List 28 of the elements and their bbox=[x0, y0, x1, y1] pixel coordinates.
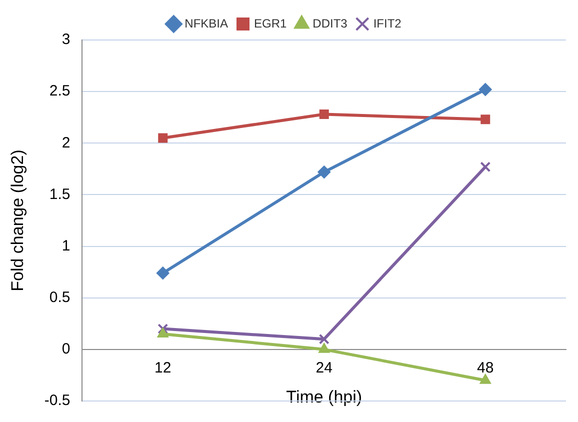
point bbox=[158, 324, 168, 334]
legend-label: DDIT3 bbox=[312, 16, 348, 30]
y-tick-label: 1 bbox=[62, 237, 70, 254]
x-tick-label: 48 bbox=[477, 360, 494, 377]
y-tick-label: -0.5 bbox=[44, 392, 70, 410]
point bbox=[156, 266, 170, 280]
point bbox=[478, 83, 492, 96]
y-tick-label: 2.5 bbox=[49, 82, 70, 100]
y-tick-label: 1.5 bbox=[49, 186, 70, 203]
x-tick-label: 12 bbox=[154, 360, 172, 377]
x-tick-label: 24 bbox=[316, 360, 332, 377]
y-tick-label: 2 bbox=[62, 134, 70, 152]
legend-label: NFKBIA bbox=[184, 16, 228, 30]
y-tick-label: 0.5 bbox=[49, 289, 70, 306]
y-tick-label: 0 bbox=[62, 340, 70, 358]
point bbox=[318, 166, 331, 179]
y-axis-title: Fold change (log2) bbox=[8, 150, 27, 292]
point bbox=[480, 162, 491, 172]
point bbox=[480, 114, 490, 124]
legend-label: EGR1 bbox=[254, 16, 287, 30]
point bbox=[319, 110, 329, 120]
point bbox=[157, 327, 169, 338]
point bbox=[318, 334, 330, 344]
point bbox=[158, 133, 168, 143]
legend-label: IFIT2 bbox=[373, 16, 402, 30]
point bbox=[480, 374, 492, 384]
y-tick-label: 3 bbox=[62, 31, 70, 48]
point bbox=[318, 342, 330, 353]
